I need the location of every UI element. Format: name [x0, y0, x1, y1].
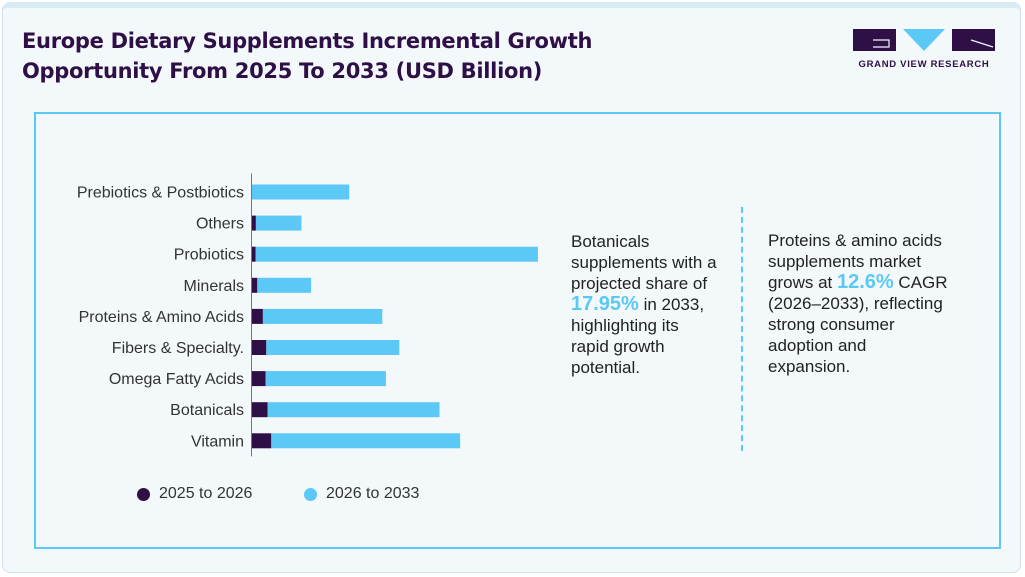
bar-2026-2033: [265, 371, 386, 387]
bar-2026-2033: [266, 340, 400, 355]
legend-item-2025-2026: 2025 to 2026: [137, 485, 252, 503]
bar-2026-2033: [262, 308, 383, 324]
legend-label: 2026 to 2033: [326, 485, 420, 502]
note-text: Botanicals supplements with a projected …: [571, 232, 717, 293]
category-label: Fibers & Specialty.: [112, 340, 244, 357]
note-highlight: 17.95%: [571, 293, 639, 315]
bar-2026-2033: [271, 433, 461, 449]
category-label: Botanicals: [170, 402, 244, 419]
bar-2026-2033: [257, 277, 312, 293]
category-label: Others: [196, 216, 244, 233]
category-label: Vitamin: [191, 433, 244, 450]
bar-2025-2026: [251, 433, 272, 449]
chart-panel: [34, 112, 1001, 549]
note-text: in 2033, highlighting its rapid growth p…: [571, 295, 705, 377]
title-line-1: Europe Dietary Supplements Incremental G…: [22, 29, 593, 53]
legend-label: 2025 to 2026: [159, 485, 253, 502]
bar-2026-2033: [251, 184, 350, 200]
bar-2025-2026: [251, 246, 256, 262]
page-title: Europe Dietary Supplements Incremental G…: [22, 26, 592, 86]
proteins-note: Proteins & amino acids supplements marke…: [768, 230, 948, 377]
note-highlight: 12.6%: [836, 271, 894, 293]
bar-2025-2026: [251, 371, 266, 387]
category-label: Minerals: [184, 278, 244, 295]
note-text: Proteins & amino acids supplements marke…: [768, 231, 942, 292]
category-label: Omega Fatty Acids: [109, 371, 244, 388]
botanicals-note: Botanicals supplements with a projected …: [571, 231, 721, 378]
legend-swatch-light: [304, 487, 317, 501]
divider: [741, 207, 743, 451]
bar-2025-2026: [251, 402, 268, 418]
bar-2026-2033: [255, 215, 302, 231]
note-text: CAGR (2026–2033), reflecting strong cons…: [768, 273, 948, 376]
legend-swatch-dark: [137, 487, 150, 501]
bar-2025-2026: [251, 308, 263, 324]
legend-item-2026-2033: 2026 to 2033: [304, 485, 419, 503]
category-label: Proteins & Amino Acids: [79, 309, 244, 326]
category-label: Prebiotics & Postbiotics: [77, 185, 244, 202]
bar-2025-2026: [251, 340, 267, 355]
logo-text: GRAND VIEW RESEARCH: [858, 59, 990, 70]
bar-2026-2033: [255, 246, 538, 262]
title-line-2: Opportunity From 2025 To 2033 (USD Billi…: [22, 59, 543, 83]
bar-2025-2026: [251, 277, 258, 293]
category-label: Probiotics: [174, 247, 244, 264]
bar-2026-2033: [267, 402, 440, 418]
bar-2025-2026: [251, 215, 256, 231]
grand-view-research-logo: [853, 29, 995, 51]
